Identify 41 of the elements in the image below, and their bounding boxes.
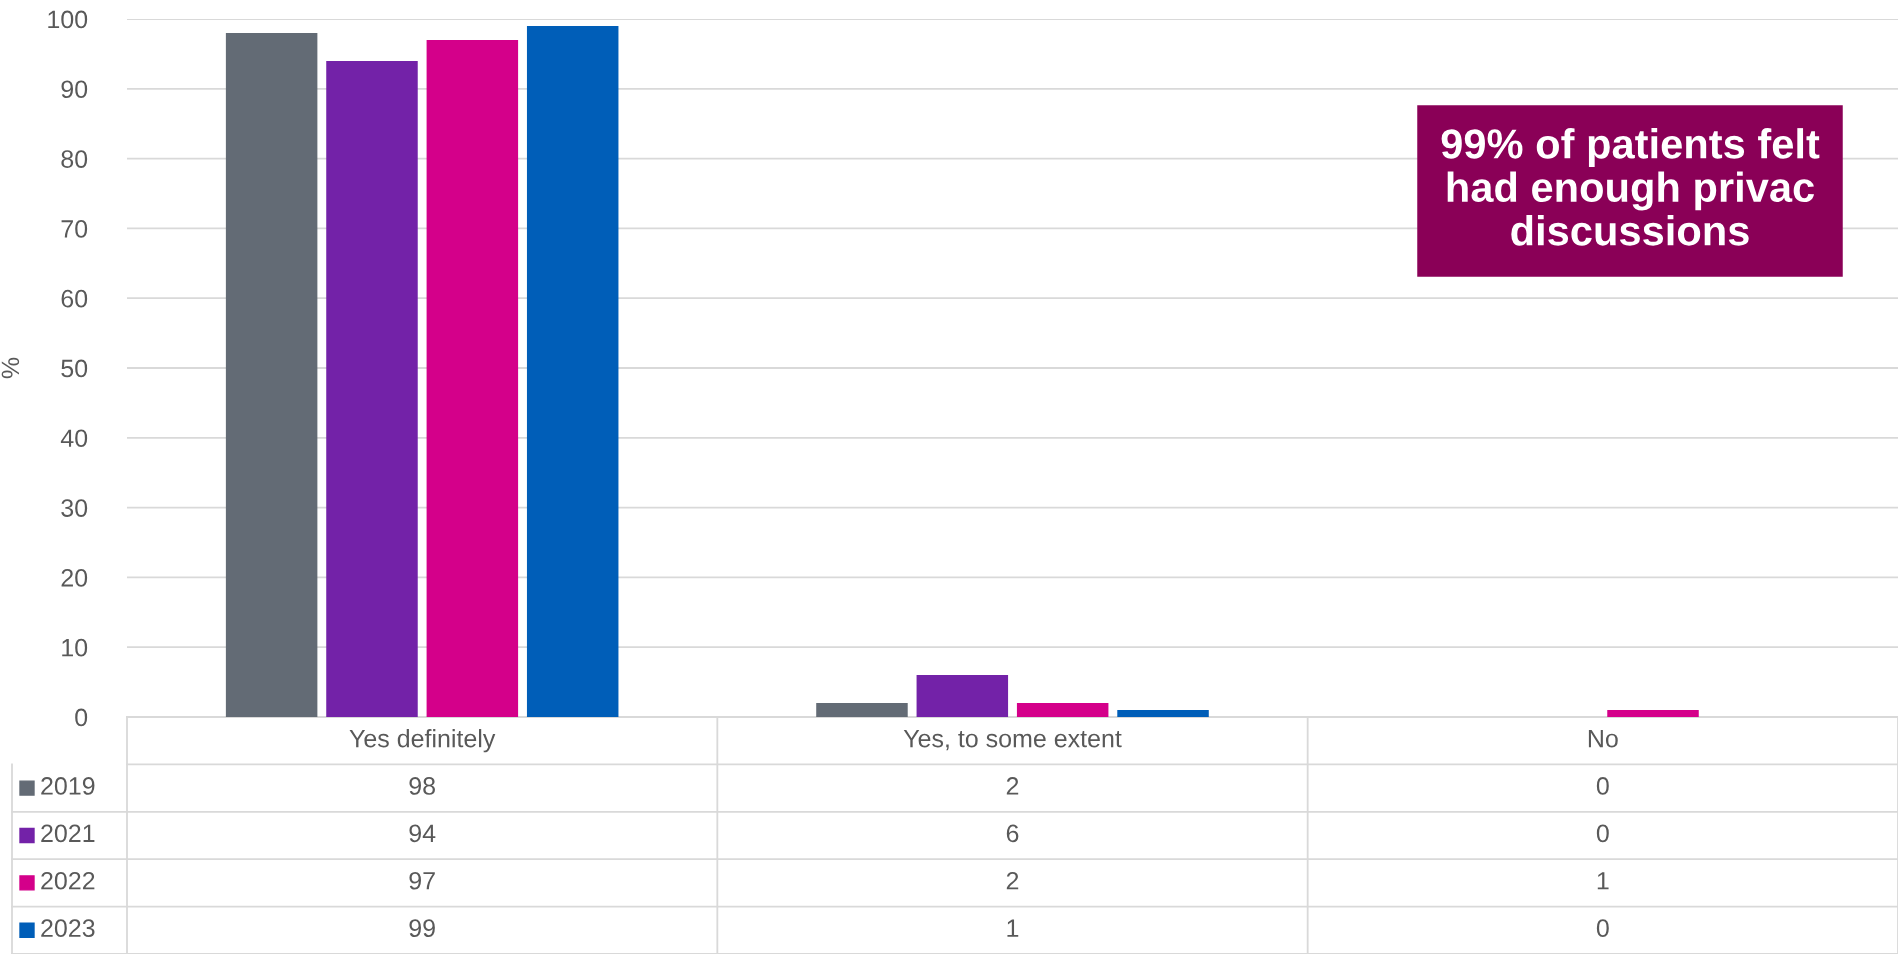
y-tick-label: 80 [61,150,88,168]
data-label: 2 [1006,871,1019,890]
data-label: 97 [409,871,435,890]
y-tick-label: 10 [62,638,88,657]
bar [326,60,418,717]
bar [1607,710,1699,717]
y-tick-label: 100 [48,10,88,29]
bar [916,675,1009,717]
y-tick-label: 50 [61,359,88,378]
y-tick-label: 90 [61,80,88,99]
bar [1016,703,1109,717]
data-label: 0 [1596,919,1609,938]
x-tick-label: No [1588,729,1618,748]
legend-label: 2023 [41,919,95,938]
data-label: 98 [409,777,435,795]
y-tick-label: 0 [75,708,88,727]
legend-label: 2021 [41,824,95,843]
data-label: 0 [1596,777,1609,795]
bar [1117,710,1209,717]
y-axis-title: % [1,357,20,379]
annotation: 99% of patients felt had enough privac discussions [1441,128,1820,246]
y-tick-label: 30 [61,499,88,517]
y-tick-label: 70 [61,220,88,238]
data-label: 94 [409,824,436,843]
data-label: 1 [1597,872,1609,890]
bar [426,39,519,717]
data-label: 1 [1007,919,1019,937]
bar [816,703,908,717]
legend-label: 2019 [41,777,95,795]
x-tick-label: Yes definitely [349,729,496,753]
legend-label: 2022 [41,871,95,890]
data-label: 2 [1006,777,1019,795]
x-tick-label: Yes, to some extent [903,729,1122,751]
bar [526,25,619,717]
y-tick-label: 60 [61,289,88,308]
y-tick-label: 20 [61,569,88,587]
data-label: 0 [1596,824,1609,843]
data-label: 99 [409,919,435,938]
y-tick-label: 40 [60,429,88,448]
data-label: 6 [1006,824,1019,843]
bar [225,32,318,717]
